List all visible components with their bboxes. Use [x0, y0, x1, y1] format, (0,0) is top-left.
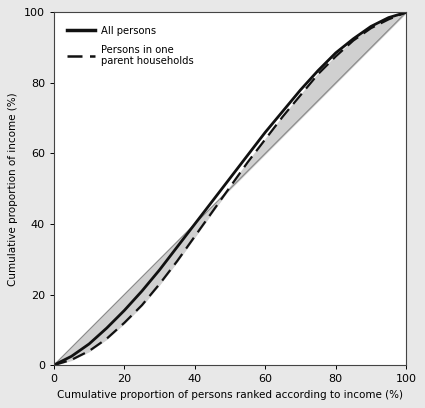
Y-axis label: Cumulative proportion of income (%): Cumulative proportion of income (%) [8, 92, 18, 286]
Legend: All persons, Persons in one
parent households: All persons, Persons in one parent house… [63, 22, 198, 71]
X-axis label: Cumulative proportion of persons ranked according to income (%): Cumulative proportion of persons ranked … [57, 390, 403, 400]
